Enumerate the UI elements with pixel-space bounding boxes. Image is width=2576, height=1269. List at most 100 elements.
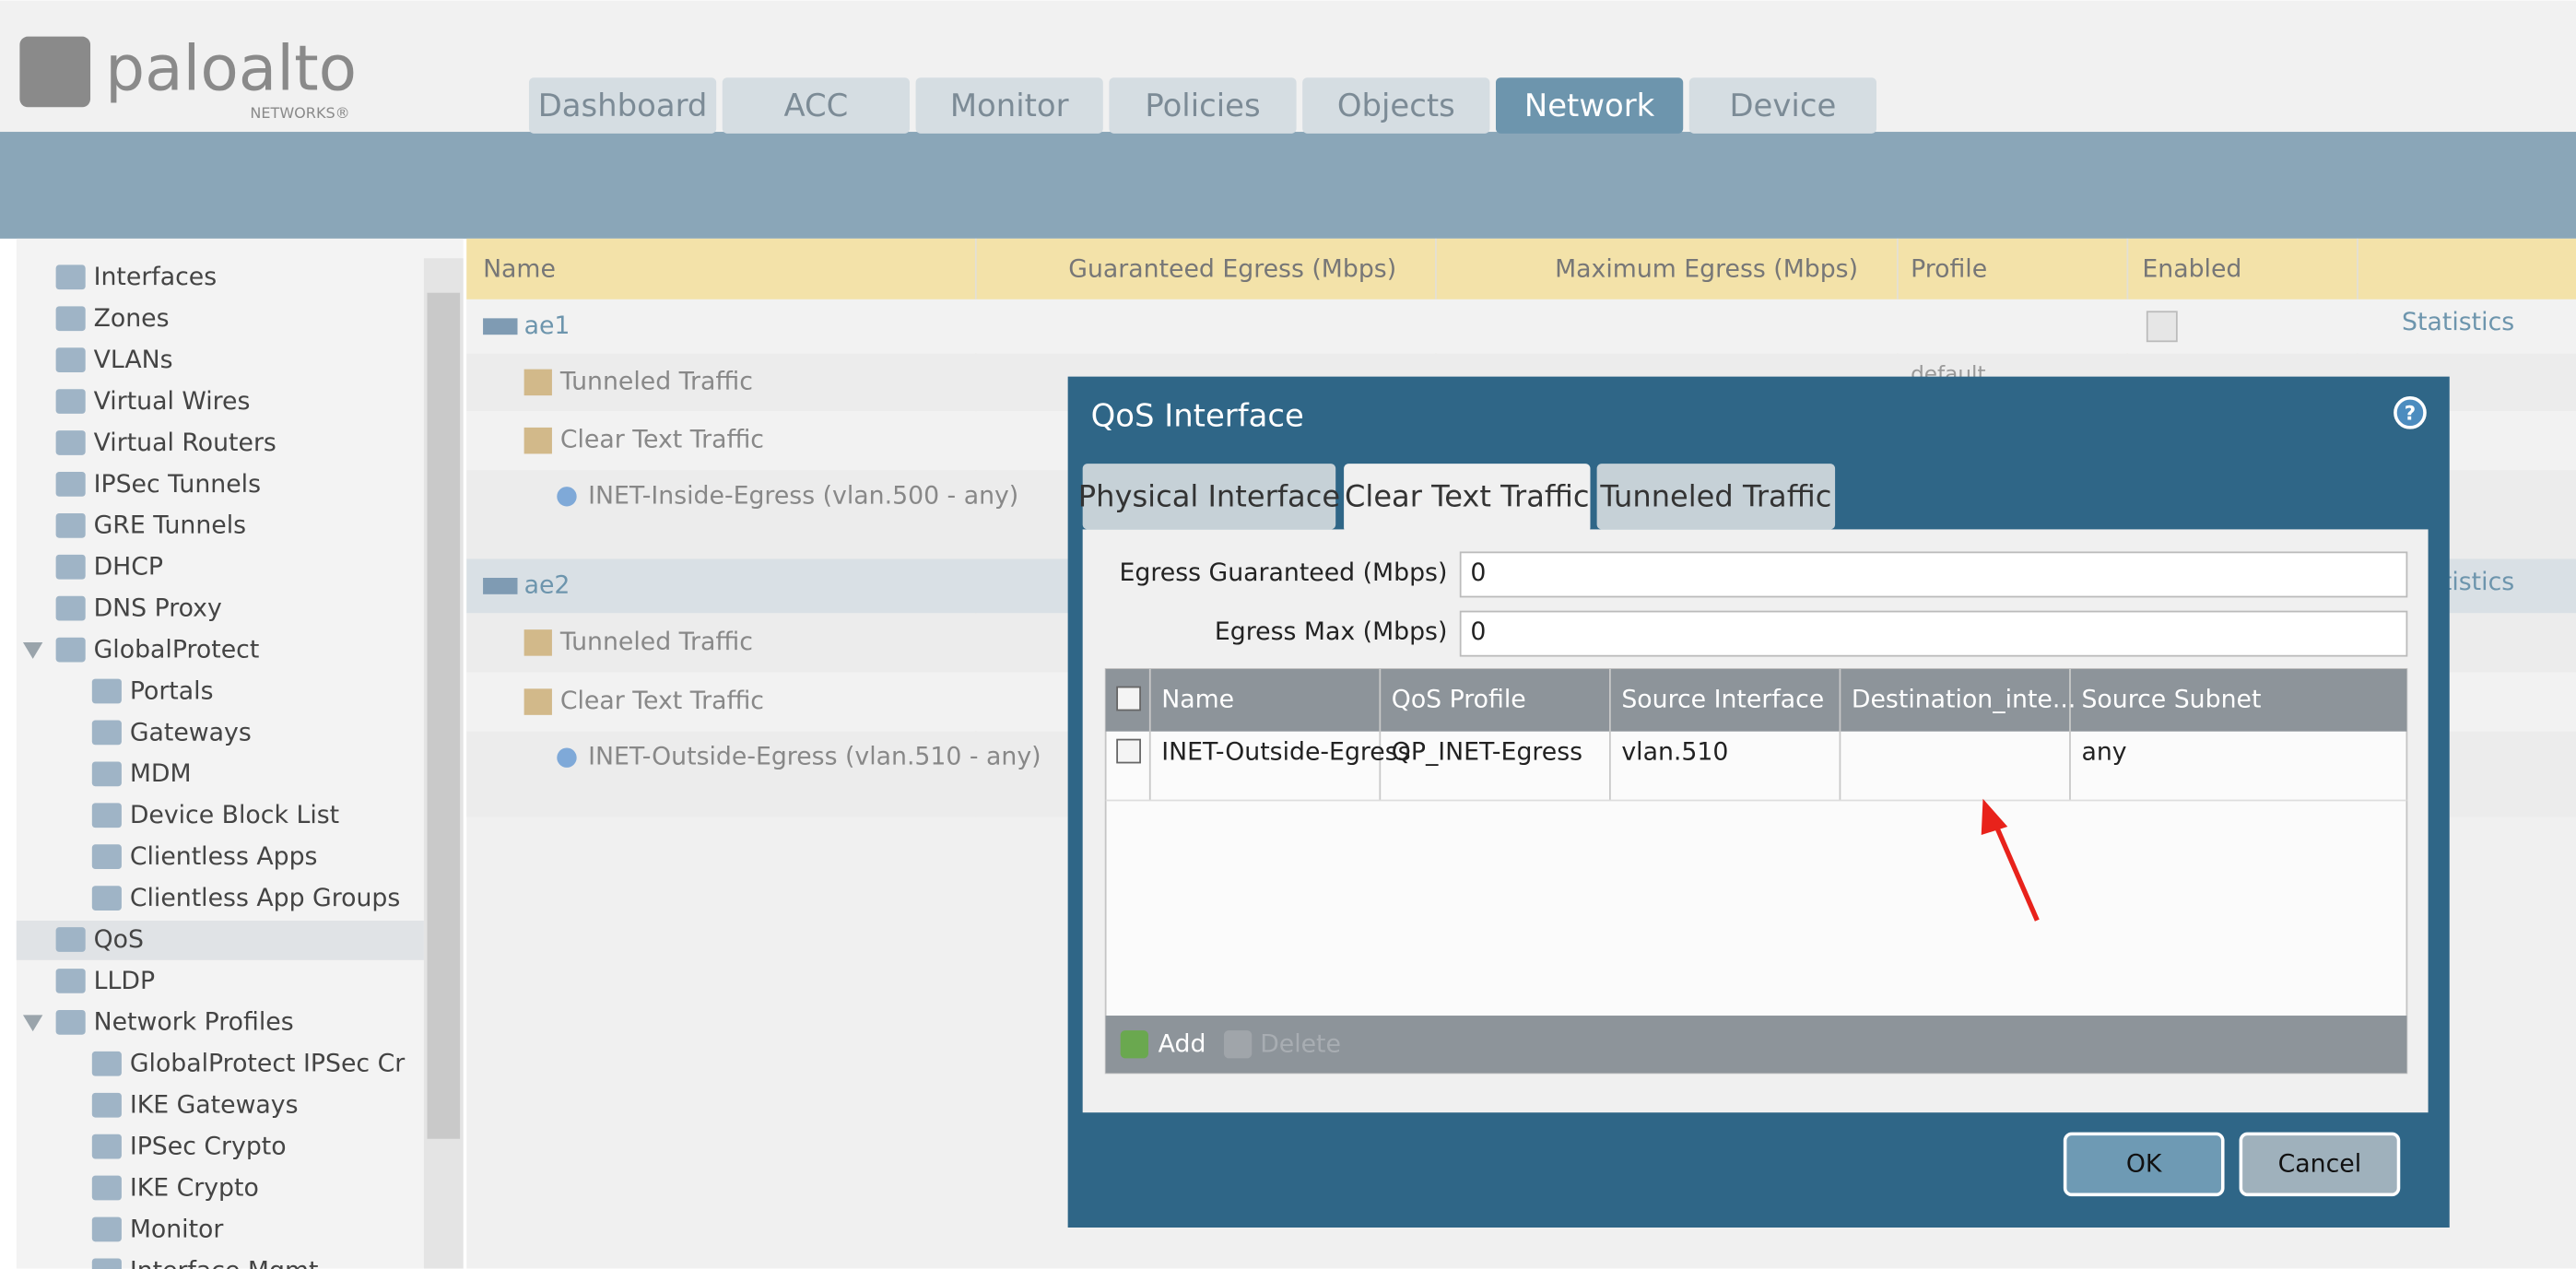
row-name[interactable]: ae2 [524, 570, 570, 599]
row-name[interactable]: ae1 [524, 311, 570, 340]
enabled-checkbox [2146, 311, 2178, 343]
item-icon [55, 472, 86, 497]
nav-tab[interactable] [1495, 77, 1684, 134]
nav-tab[interactable] [1688, 77, 1877, 134]
nav-tab-label[interactable]: Policies [1145, 88, 1260, 123]
grid-toolbar [1105, 1016, 2407, 1074]
nav-item[interactable]: IPSec Crypto [130, 1133, 287, 1161]
delete-button[interactable]: Delete [1260, 1030, 1341, 1059]
dialog-tab-label[interactable]: Clear Text Traffic [1345, 479, 1590, 514]
nav-item[interactable]: VLANs [94, 346, 173, 374]
nav-tab[interactable] [915, 77, 1103, 134]
row-name[interactable]: Clear Text Traffic [560, 426, 764, 454]
item-icon [91, 1134, 122, 1159]
help-icon[interactable] [2394, 396, 2427, 429]
nav-tab[interactable] [528, 77, 717, 134]
nav-item[interactable]: DHCP [94, 553, 163, 582]
item-icon [55, 512, 86, 538]
item-icon [91, 886, 122, 911]
row-name[interactable]: INET-Inside-Egress (vlan.500 - any) [588, 481, 1018, 510]
row-name[interactable]: Tunneled Traffic [559, 628, 753, 656]
row-name[interactable]: INET-Outside-Egress (vlan.510 - any) [588, 743, 1041, 771]
nav-tab-label[interactable]: Device [1729, 88, 1836, 123]
nav-item[interactable]: GlobalProtect [94, 635, 260, 664]
row-icon [523, 369, 552, 396]
grid-header [1105, 668, 2407, 732]
item-icon [91, 761, 122, 787]
nav-item[interactable]: IKE Gateways [130, 1091, 299, 1120]
nav-item[interactable]: GlobalProtect IPSec Cr [130, 1050, 405, 1078]
row-icon [483, 578, 518, 594]
dialog-tab[interactable] [1082, 464, 1336, 530]
annotation-arrowhead [1981, 798, 2008, 835]
delete-icon[interactable] [1223, 1030, 1253, 1059]
nav-item[interactable]: Network Profiles [94, 1008, 294, 1037]
nav-tab-label[interactable]: Network [1524, 88, 1655, 123]
row-icon [483, 318, 518, 335]
field-value[interactable]: 0 [1470, 617, 1486, 646]
nav-item[interactable]: Virtual Wires [94, 387, 251, 416]
dialog-button[interactable] [2239, 1132, 2401, 1197]
item-icon [55, 927, 86, 952]
nav-item[interactable]: IKE Crypto [130, 1173, 259, 1202]
nav-item[interactable]: LLDP [94, 967, 155, 995]
nav-item[interactable]: MDM [130, 759, 192, 788]
field-input[interactable] [1459, 610, 2408, 657]
nav-tab-label[interactable]: Dashboard [538, 88, 708, 123]
nav-item[interactable]: QoS [94, 925, 144, 954]
grid-header-label: Source Interface [1621, 685, 1824, 713]
nav-item[interactable]: Monitor [130, 1215, 224, 1243]
nav-item[interactable]: Interfaces [94, 263, 218, 291]
nav-item[interactable]: DNS Proxy [94, 594, 222, 623]
dialog-tab[interactable] [1344, 464, 1591, 533]
table-row[interactable] [466, 299, 2576, 354]
row-icon [523, 629, 552, 656]
expander[interactable] [22, 642, 43, 659]
dialog-button-label[interactable]: OK [2126, 1150, 2163, 1179]
field-value[interactable]: 0 [1470, 558, 1486, 587]
row-checkbox[interactable] [1116, 738, 1141, 764]
nav-item[interactable]: Clientless App Groups [130, 884, 401, 912]
scroll-thumb [427, 292, 461, 1139]
row-icon [523, 427, 552, 454]
field-input[interactable] [1459, 551, 2408, 598]
item-icon [91, 1216, 122, 1242]
nav-tab[interactable] [1302, 77, 1490, 134]
dialog-tab[interactable] [1596, 464, 1836, 530]
row-name[interactable]: Tunneled Traffic [559, 367, 753, 395]
row-icon [557, 747, 577, 768]
column-header: Maximum Egress (Mbps) [1555, 254, 1858, 283]
nav-tab-label[interactable]: Objects [1337, 88, 1455, 123]
nav-item[interactable]: Clientless Apps [130, 842, 318, 871]
nav-item[interactable]: Portals [130, 676, 214, 705]
nav-item[interactable]: IPSec Tunnels [94, 470, 261, 499]
help-label[interactable]: ? [2405, 403, 2416, 426]
nav-tab[interactable] [1109, 77, 1297, 134]
nav-item[interactable]: GRE Tunnels [94, 511, 247, 540]
dialog-tab-label[interactable]: Tunneled Traffic [1599, 479, 1831, 514]
grid-cell[interactable]: QP_INET-Egress [1392, 737, 1582, 766]
column-header: Guaranteed Egress (Mbps) [1068, 254, 1396, 283]
nav-item[interactable]: Device Block List [130, 801, 339, 829]
select-all[interactable] [1116, 686, 1141, 711]
add-button[interactable]: Add [1159, 1030, 1206, 1059]
grid-header-label: QoS Profile [1392, 685, 1526, 713]
grid-cell[interactable]: vlan.510 [1621, 737, 1728, 766]
nav-item[interactable]: Virtual Routers [94, 429, 276, 457]
grid-cell[interactable]: INET-Outside-Egress [1161, 737, 1410, 766]
grid-cell[interactable]: any [2081, 737, 2126, 766]
dialog-button-label[interactable]: Cancel [2278, 1150, 2362, 1179]
nav-tab-label[interactable]: Monitor [950, 88, 1069, 123]
expander[interactable] [22, 1015, 43, 1032]
add-icon[interactable] [1120, 1030, 1148, 1059]
nav-item[interactable]: Zones [94, 304, 170, 333]
dialog-tab-label[interactable]: Physical Interface [1078, 479, 1340, 514]
nav-item[interactable]: Interface Mgmt [130, 1256, 319, 1269]
nav-tab-label[interactable]: ACC [783, 88, 848, 123]
dialog-button[interactable] [2063, 1132, 2225, 1197]
nav-item[interactable]: Gateways [130, 718, 252, 746]
column-header: Enabled [2142, 254, 2241, 283]
statistics-link[interactable]: Statistics [2402, 308, 2514, 336]
row-name[interactable]: Clear Text Traffic [560, 687, 764, 715]
nav-tab[interactable] [722, 77, 910, 134]
